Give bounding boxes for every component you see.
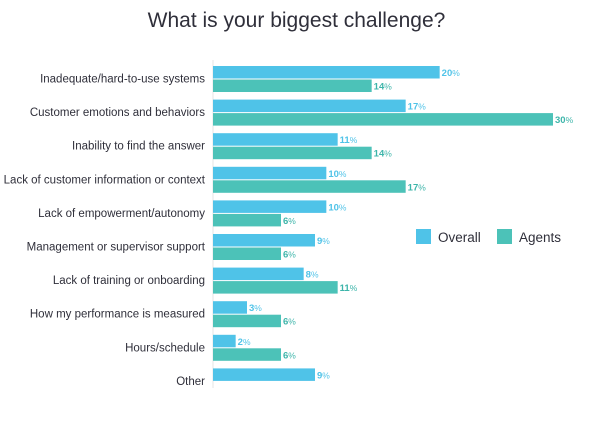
- data-label: 17%: [408, 102, 427, 113]
- category-label: Management or supervisor support: [27, 242, 206, 254]
- data-label: 11%: [340, 283, 358, 294]
- data-label: 2%: [238, 337, 251, 348]
- bar-agents: [213, 113, 553, 126]
- category-label: Lack of empowerment/autonomy: [38, 208, 205, 220]
- data-label: 14%: [374, 149, 393, 160]
- data-label: 11%: [340, 135, 358, 146]
- data-label: 9%: [317, 236, 330, 247]
- bar-overall: [213, 334, 236, 348]
- bar-agents: [213, 247, 281, 260]
- data-label: 14%: [374, 82, 393, 93]
- data-label: 10%: [328, 169, 347, 180]
- bar-overall: [213, 133, 338, 146]
- bar-overall: [213, 267, 304, 281]
- data-label: 10%: [328, 202, 347, 213]
- data-label: 20%: [442, 68, 461, 79]
- bar-agents: [213, 180, 406, 193]
- data-label: 6%: [283, 317, 296, 328]
- legend-label-overall: Overall: [438, 230, 481, 245]
- bar-overall: [213, 66, 440, 79]
- bar-overall: [213, 368, 315, 381]
- bar-agents: [213, 146, 372, 160]
- data-label: 9%: [317, 370, 330, 381]
- bar-agents: [213, 79, 372, 92]
- category-label: Other: [176, 376, 205, 388]
- legend-swatch-agents: [497, 229, 512, 244]
- data-label: 6%: [283, 216, 296, 227]
- data-label: 30%: [555, 115, 574, 126]
- bar-agents: [213, 314, 281, 328]
- category-label: Lack of training or onboarding: [53, 275, 205, 287]
- data-label: 3%: [249, 303, 262, 314]
- legend-label-agents: Agents: [519, 230, 561, 245]
- bar-agents: [213, 348, 281, 361]
- data-label: 17%: [408, 182, 427, 193]
- data-label: 6%: [283, 250, 296, 261]
- bar-overall: [213, 234, 315, 247]
- legend-swatch-overall: [416, 229, 431, 244]
- category-label: Hours/schedule: [125, 342, 205, 354]
- bar-overall: [213, 99, 406, 113]
- category-label: Lack of customer information or context: [4, 174, 206, 186]
- bar-agents: [213, 281, 338, 294]
- category-label: Inadequate/hard-to-use systems: [40, 74, 205, 86]
- bar-overall: [213, 166, 327, 180]
- chart-title: What is your biggest challenge?: [147, 9, 446, 32]
- category-label: How my performance is measured: [30, 309, 205, 321]
- data-label: 8%: [306, 270, 319, 281]
- data-label: 6%: [283, 350, 296, 361]
- bar-overall: [213, 301, 247, 314]
- category-label: Inability to find the answer: [72, 141, 205, 153]
- category-label: Customer emotions and behaviors: [30, 107, 205, 119]
- bar-overall: [213, 200, 327, 213]
- bar-agents: [213, 213, 281, 227]
